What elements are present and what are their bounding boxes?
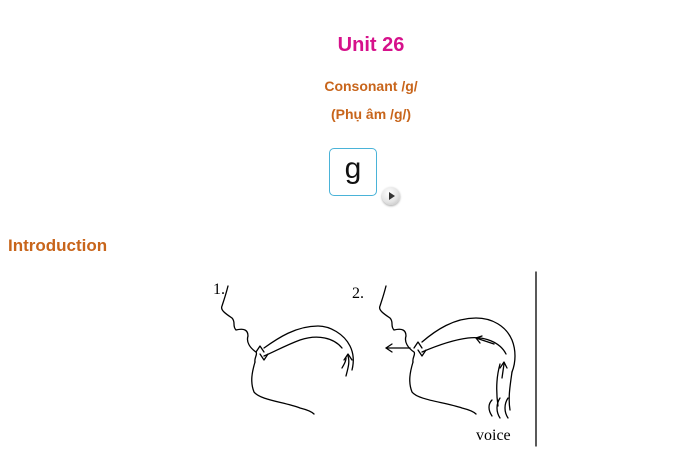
phoneme-card: g — [329, 148, 377, 196]
figure-2-airflow-arrow-mouth — [475, 337, 495, 345]
figure-1-lips — [255, 345, 269, 361]
section-heading-introduction: Introduction — [8, 236, 108, 255]
unit-title: Unit 26 — [337, 34, 405, 56]
figure-2-label: 2. — [352, 285, 364, 302]
voice-label: voice — [476, 427, 511, 444]
figure-2-profile — [378, 285, 416, 363]
figure-2-voice-waves — [488, 397, 509, 419]
figure-2-tongue — [421, 336, 507, 355]
figure-1-tongue — [263, 336, 343, 357]
figure-1-profile — [220, 285, 258, 363]
subtitle-vietnamese: (Phụ âm /g/) — [330, 106, 412, 122]
figure-2-lips — [413, 341, 427, 357]
figure-2-jaw — [409, 361, 477, 415]
play-audio-button[interactable] — [382, 187, 400, 205]
figure-2-palate — [421, 317, 516, 373]
figure-2-throat — [496, 363, 513, 411]
play-icon — [389, 192, 395, 200]
figure-2-airflow-arrow-up — [501, 363, 505, 379]
figure-1-palate — [263, 325, 354, 371]
figure-1-jaw — [251, 361, 315, 415]
articulation-diagram: 1. 2. voice — [213, 271, 537, 447]
subtitle-english: Consonant /g/ — [324, 78, 418, 94]
phoneme-symbol: g — [344, 152, 362, 185]
figure-1-airflow-arrow — [345, 355, 350, 377]
figure-1-label: 1. — [213, 281, 225, 298]
